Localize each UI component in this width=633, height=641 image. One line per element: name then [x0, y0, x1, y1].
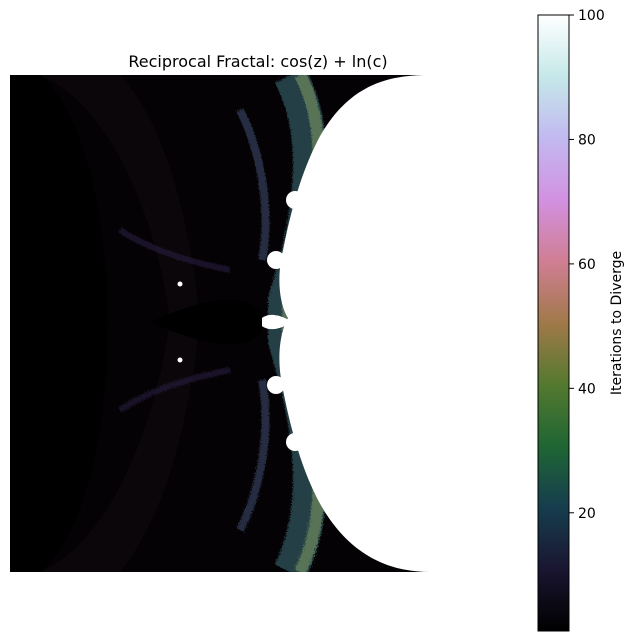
- plot-area: [10, 75, 507, 572]
- bulb-lower-outer: [286, 433, 304, 451]
- heatmap-dark-lobe-left: [10, 75, 108, 572]
- colorbar: 20 40 60 80 100 Iterations to Diverge: [537, 8, 625, 632]
- colorbar-ticks: 20 40 60 80 100: [569, 8, 605, 522]
- heatmap-dark-lobe-lower: [40, 320, 200, 572]
- spike-center: [258, 314, 292, 330]
- colorbar-label: Iterations to Diverge: [609, 251, 625, 395]
- colorbar-tick-label: 40: [578, 381, 596, 397]
- colorbar-gradient: [537, 14, 570, 632]
- chart-title: Reciprocal Fractal: cos(z) + ln(c): [128, 52, 387, 71]
- bulb-upper-outer: [286, 191, 304, 209]
- spot-upper: [177, 281, 183, 287]
- spot-lower: [177, 357, 183, 363]
- bulb-lower: [267, 376, 285, 394]
- heatmap-dark-lobe-upper: [40, 75, 200, 320]
- bulb-upper: [267, 251, 285, 269]
- colorbar-tick-label: 80: [578, 132, 596, 148]
- heatmap-nondivergent-region: [279, 75, 507, 572]
- colorbar-tick-label: 60: [578, 257, 596, 273]
- cusp-dark: [150, 299, 262, 345]
- colorbar-tick-label: 100: [578, 8, 605, 24]
- colorbar-tick-label: 20: [578, 506, 596, 522]
